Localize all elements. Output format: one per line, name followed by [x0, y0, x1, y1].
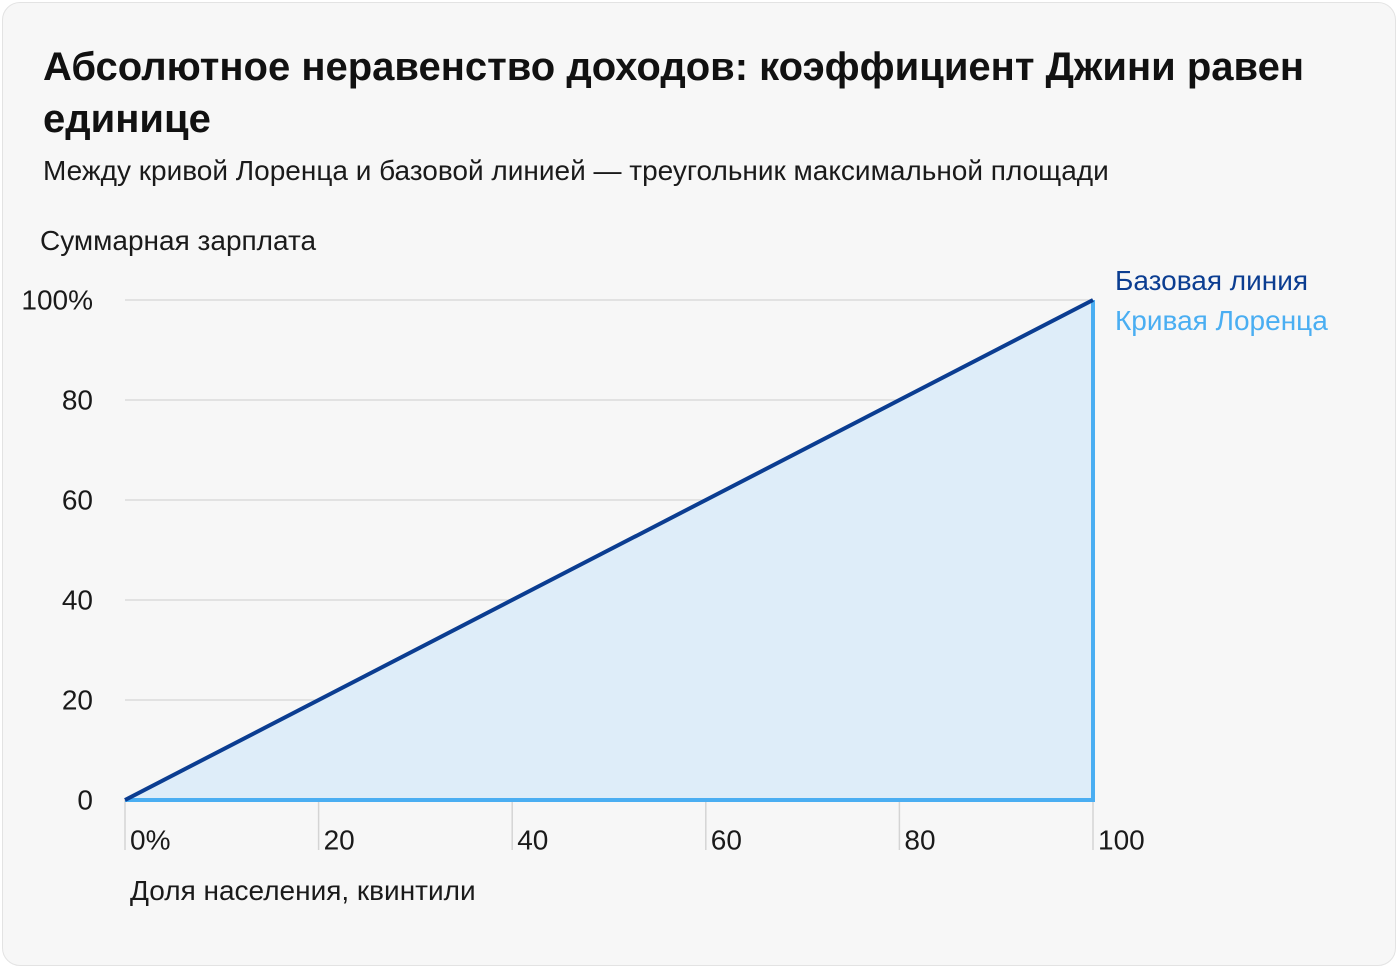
- y-tick-label: 100%: [21, 285, 93, 316]
- x-tick-label: 0%: [130, 825, 170, 856]
- y-tick-label: 0: [77, 785, 93, 816]
- chart-title: Абсолютное неравенство доходов: коэффици…: [43, 45, 1304, 141]
- legend-lorenz-curve: Кривая Лоренца: [1115, 305, 1328, 336]
- y-tick-labels: 100% 80 60 40 20 0: [21, 285, 93, 816]
- lorenz-curve-line: [125, 300, 1095, 802]
- baseline-line: [124, 298, 1094, 802]
- legend-baseline: Базовая линия: [1115, 265, 1308, 296]
- y-tick-label: 80: [62, 385, 93, 416]
- x-tick-label: 60: [711, 825, 742, 856]
- x-tick-label: 40: [517, 825, 548, 856]
- y-tick-label: 60: [62, 485, 93, 516]
- x-tick-marks: [124, 800, 1094, 850]
- y-tick-label: 20: [62, 685, 93, 716]
- y-axis-label: Суммарная зарплата: [40, 225, 316, 256]
- x-tick-label: 20: [324, 825, 355, 856]
- y-tick-label: 40: [62, 585, 93, 616]
- x-tick-label: 80: [904, 825, 935, 856]
- x-axis-label: Доля населения, квинтили: [130, 875, 476, 906]
- chart-subtitle: Между кривой Лоренца и базовой линией — …: [43, 155, 1109, 186]
- x-tick-label: 100: [1098, 825, 1145, 856]
- x-tick-labels: 0% 20 40 60 80 100: [130, 825, 1145, 856]
